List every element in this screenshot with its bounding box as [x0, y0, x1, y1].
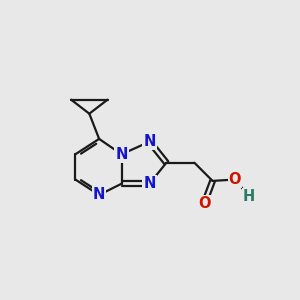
Text: N: N — [143, 176, 156, 191]
Text: N: N — [115, 147, 128, 162]
Text: N: N — [143, 134, 156, 149]
Text: O: O — [229, 172, 241, 187]
Text: N: N — [93, 188, 105, 202]
Text: H: H — [243, 189, 255, 204]
Text: O: O — [198, 196, 210, 211]
